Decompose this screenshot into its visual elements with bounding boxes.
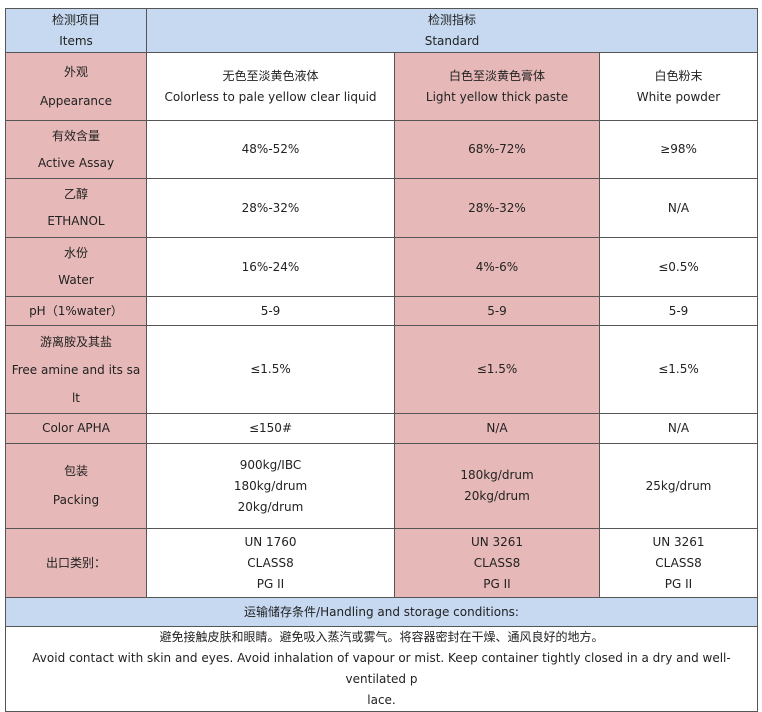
cell-col2: 5-9 (394, 296, 600, 326)
handling-title: 运输储存条件/Handling and storage conditions: (4, 597, 759, 627)
row-label: 游离胺及其盐 Free amine and its sa lt (5, 325, 147, 414)
row-appearance: 外观 Appearance 无色至淡黄色液体 Colorless to pale… (5, 52, 759, 121)
row-ph: pH（1%water） 5-9 5-9 5-9 (5, 296, 759, 326)
cell-col3: ≥98% (598, 120, 759, 179)
cell-col1: 48%-52% (146, 120, 395, 179)
cell-col3: ≤0.5% (598, 237, 759, 297)
items-header: 检测项目 Items (5, 8, 147, 53)
cell-col1: UN 1760 CLASS8 PG II (146, 528, 395, 598)
cell-col2: 28%-32% (394, 178, 600, 238)
cell-col2: N/A (394, 413, 600, 444)
cell-col2: 白色至淡黄色膏体 Light yellow thick paste (394, 52, 600, 121)
row-export-class: 出口类别： UN 1760 CLASS8 PG II UN 3261 CLASS… (5, 528, 759, 598)
row-label: 出口类别： (5, 528, 147, 598)
cell-col2: 180kg/drum 20kg/drum (394, 443, 600, 529)
row-label: Color APHA (5, 413, 147, 444)
row-label: 水份 Water (5, 237, 147, 297)
row-free-amine: 游离胺及其盐 Free amine and its sa lt ≤1.5% ≤1… (5, 325, 759, 414)
cell-col1: 无色至淡黄色液体 Colorless to pale yellow clear … (146, 52, 395, 121)
handling-body-row: 避免接触皮肤和眼睛。避免吸入蒸汽或雾气。将容器密封在干燥、通风良好的地方。 Av… (4, 626, 759, 712)
row-packing: 包装 Packing 900kg/IBC 180kg/drum 20kg/dru… (5, 443, 759, 529)
handling-title-row: 运输储存条件/Handling and storage conditions: (4, 597, 759, 627)
cell-col1: ≤150# (146, 413, 395, 444)
row-label: 外观 Appearance (5, 52, 147, 121)
row-label: 包装 Packing (5, 443, 147, 529)
row-water: 水份 Water 16%-24% 4%-6% ≤0.5% (5, 237, 759, 297)
handling-body: 避免接触皮肤和眼睛。避免吸入蒸汽或雾气。将容器密封在干燥、通风良好的地方。 Av… (4, 626, 759, 712)
cell-col1: 16%-24% (146, 237, 395, 297)
cell-col3: ≤1.5% (598, 325, 759, 414)
cell-col3: 25kg/drum (598, 443, 759, 529)
cell-col1: 900kg/IBC 180kg/drum 20kg/drum (146, 443, 395, 529)
cell-col1: 5-9 (146, 296, 395, 326)
cell-col2: ≤1.5% (394, 325, 600, 414)
cell-col1: 28%-32% (146, 178, 395, 238)
header-row: 检测项目 Items 检测指标 Standard (5, 8, 759, 53)
row-ethanol: 乙醇 ETHANOL 28%-32% 28%-32% N/A (5, 178, 759, 238)
row-label: 乙醇 ETHANOL (5, 178, 147, 238)
cell-col3: UN 3261 CLASS8 PG II (598, 528, 759, 598)
cell-col1: ≤1.5% (146, 325, 395, 414)
cell-col2: UN 3261 CLASS8 PG II (394, 528, 600, 598)
row-active-assay: 有效含量 Active Assay 48%-52% 68%-72% ≥98% (5, 120, 759, 179)
cell-col3: N/A (598, 413, 759, 444)
cell-col3: 白色粉末 White powder (598, 52, 759, 121)
cell-col3: N/A (598, 178, 759, 238)
standard-header: 检测指标 Standard (145, 8, 759, 53)
row-label: pH（1%water） (5, 296, 147, 326)
spec-table: 检测项目 Items 检测指标 Standard 外观 Appearance 无… (4, 8, 759, 712)
cell-col2: 68%-72% (394, 120, 600, 179)
cell-col3: 5-9 (598, 296, 759, 326)
row-label: 有效含量 Active Assay (5, 120, 147, 179)
row-color-apha: Color APHA ≤150# N/A N/A (5, 413, 759, 444)
cell-col2: 4%-6% (394, 237, 600, 297)
